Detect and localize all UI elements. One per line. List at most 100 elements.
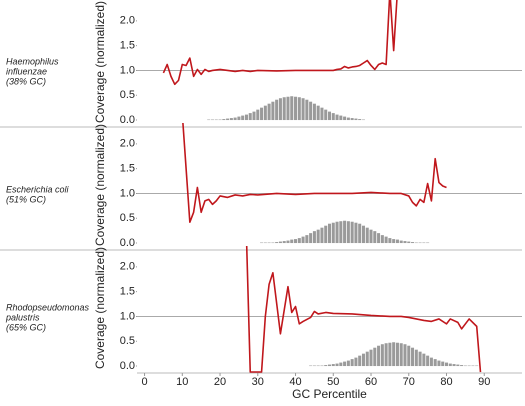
histogram-bar <box>316 105 320 121</box>
y-tick-label: 1.5 <box>120 286 135 298</box>
histogram-bar <box>305 99 309 121</box>
data-line <box>162 0 398 86</box>
histogram-bar <box>271 101 275 121</box>
histogram-bar <box>286 240 290 244</box>
histogram-bar <box>335 114 339 121</box>
histogram-bar <box>267 103 271 121</box>
x-tick-label: 40 <box>289 376 301 388</box>
histogram-bar <box>411 347 415 367</box>
histogram-bar <box>433 359 437 367</box>
histogram-bar <box>445 362 449 367</box>
panel-label: (51% GC) <box>6 194 46 204</box>
histogram-bar <box>429 357 433 367</box>
y-tick-label: 0.0 <box>120 114 135 126</box>
x-axis-label: GC Percentile <box>292 387 367 401</box>
histogram-bar <box>354 357 358 367</box>
panel-label: influenzae <box>6 66 47 76</box>
histogram-bar <box>411 242 415 244</box>
histogram-bar <box>365 227 369 244</box>
y-tick-label: 2.0 <box>120 15 135 27</box>
histogram-bar <box>248 113 252 121</box>
histogram-bar <box>422 353 426 367</box>
histogram-bar <box>263 105 267 121</box>
histogram-bar <box>316 229 320 244</box>
histogram-bar <box>361 225 365 244</box>
histogram-bar <box>260 107 264 121</box>
histogram-bar <box>324 225 328 244</box>
histogram-bar <box>395 239 399 244</box>
histogram-bar <box>384 343 388 367</box>
y-tick-label: 1.0 <box>120 187 135 199</box>
histogram-bar <box>327 111 332 121</box>
histogram-bar <box>448 363 452 367</box>
histogram-bar <box>452 364 456 367</box>
x-tick-label: 70 <box>403 376 415 388</box>
histogram-bar <box>399 343 403 367</box>
histogram-bar <box>343 220 347 244</box>
histogram-bar <box>437 360 441 367</box>
histogram-bar <box>275 242 279 244</box>
histogram-bar <box>392 342 396 367</box>
histogram-bar <box>297 97 301 121</box>
histogram-bar <box>407 345 411 367</box>
histogram-bar <box>252 111 256 121</box>
panel-label: (38% GC) <box>6 76 46 86</box>
histogram-bar <box>331 222 335 244</box>
histogram-bar <box>339 221 343 244</box>
histogram-bar <box>407 241 411 244</box>
histogram-bar <box>358 355 362 367</box>
histogram-bar <box>377 345 381 367</box>
x-tick-label: 50 <box>327 376 339 388</box>
histogram-bar <box>331 364 335 367</box>
histogram-bar <box>282 97 286 121</box>
histogram-bar <box>388 238 392 244</box>
histogram-bar <box>380 235 384 244</box>
histogram-bar <box>403 344 407 367</box>
histogram-bar <box>441 361 445 367</box>
histogram-bar <box>339 115 343 121</box>
histogram-bar <box>358 119 362 121</box>
y-tick-label: 2.0 <box>120 261 135 273</box>
histogram-bar <box>294 239 298 244</box>
histogram-bar <box>237 116 241 121</box>
histogram-bar <box>320 107 324 121</box>
data-line <box>245 246 482 373</box>
y-tick-label: 0.5 <box>120 89 135 101</box>
histogram-bar <box>241 115 245 121</box>
histogram-bar <box>290 239 294 244</box>
histogram-bar <box>278 241 282 244</box>
histogram-bar <box>418 351 422 367</box>
y-tick-label: 1.0 <box>120 310 135 322</box>
histogram-bar <box>301 98 305 121</box>
histogram-bar <box>331 113 335 121</box>
histogram-bar <box>343 116 347 121</box>
panel-label: Escherichia coli <box>6 184 70 194</box>
y-tick-label: 1.5 <box>120 40 135 52</box>
y-axis-label: Coverage (normalized) <box>93 247 107 369</box>
histogram-bar <box>350 118 354 121</box>
histogram-bar <box>373 231 377 244</box>
histogram-bar <box>282 241 286 244</box>
histogram-bar <box>403 241 407 244</box>
x-tick-label: 30 <box>252 376 264 388</box>
histogram-bar <box>395 342 399 367</box>
histogram-bar <box>290 96 294 121</box>
histogram-bar <box>354 118 358 121</box>
histogram-bar <box>399 240 403 244</box>
y-tick-label: 0.0 <box>120 360 135 372</box>
histogram-bar <box>312 231 316 244</box>
histogram-bar <box>222 119 226 121</box>
histogram-bar <box>244 114 248 121</box>
x-tick-label: 0 <box>141 376 147 388</box>
histogram-bar <box>327 364 332 367</box>
y-tick-label: 1.5 <box>120 163 135 175</box>
histogram-bar <box>233 117 237 121</box>
histogram-bar <box>275 99 279 121</box>
histogram-bar <box>339 362 343 367</box>
x-tick-label: 10 <box>176 376 188 388</box>
y-tick-label: 2.0 <box>120 138 135 150</box>
histogram-bar <box>278 98 282 121</box>
histogram-bar <box>380 344 384 367</box>
histogram-bar <box>229 118 233 121</box>
